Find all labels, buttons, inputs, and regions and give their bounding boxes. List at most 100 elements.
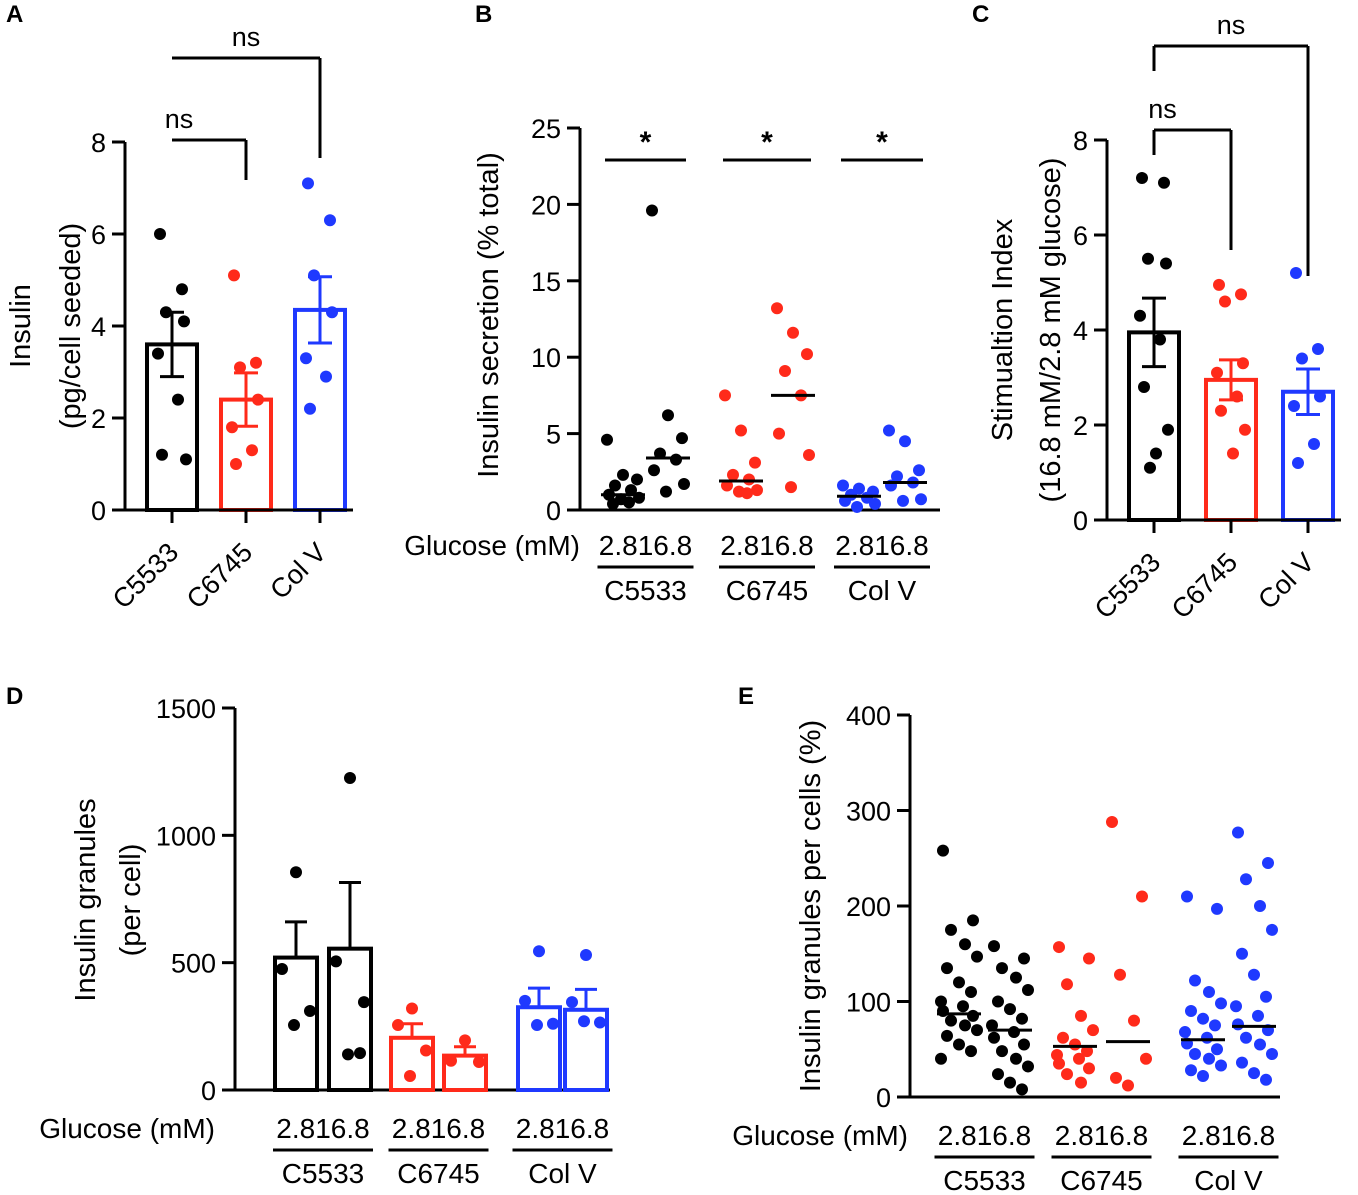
panel-c-data-point [1136, 172, 1148, 184]
panel-e-data-point [945, 1014, 957, 1027]
panel-a-data-point [154, 228, 166, 240]
panel-a-data-point [152, 347, 164, 360]
panel-e-data-point [1087, 1024, 1099, 1037]
panel-b-data-point [654, 447, 666, 460]
panel-e-data-point [959, 938, 971, 951]
panel-c-data-point [1150, 447, 1162, 460]
panel-b-y-tick-label: 10 [531, 343, 561, 373]
panel-e-data-point [1083, 952, 1095, 965]
panel-c-y-tick-label: 0 [1073, 506, 1088, 536]
panel-e-data-point [1075, 1009, 1087, 1022]
panel-c-data-point [1235, 288, 1247, 301]
panel-a-x-label-C6745: C6745 [181, 537, 258, 614]
panel-e-glucose-label: Glucose (mM) [732, 1120, 908, 1151]
panel-e-data-point [1069, 1038, 1081, 1051]
panel-c-data-point [1154, 333, 1166, 346]
panel-c-data-point [1144, 461, 1156, 474]
panel-e-data-point [1010, 1052, 1022, 1065]
panel-d-glucose-values: 2.816.8 [516, 1113, 609, 1144]
panel-d-data-point [578, 1015, 590, 1028]
panel-c-data-point [1288, 400, 1300, 412]
panel-e-data-point [1248, 1067, 1260, 1080]
panel-b-y-tick-label: 15 [531, 267, 561, 297]
panel-label-D: D [6, 683, 23, 710]
panel-b-data-point [609, 479, 621, 492]
panel-b-data-point [741, 487, 753, 500]
panel-e-data-point [1010, 971, 1022, 984]
panel-b-data-point [662, 409, 674, 422]
panel-e-group-label: Col V [1194, 1165, 1263, 1195]
panel-e-data-point [1181, 890, 1193, 903]
panel-b-data-point [601, 433, 613, 446]
panel-b-sig-star: * [640, 126, 652, 159]
panel-c-y-tick-label: 6 [1073, 221, 1088, 251]
panel-b-data-point [883, 424, 895, 437]
panel-a-y-axis-title: Insulin [5, 284, 37, 368]
panel-e-data-point [967, 1009, 979, 1022]
panel-e-data-point [935, 1052, 947, 1065]
panel-label-E: E [738, 683, 754, 710]
panel-b-glucose-values: 2.816.8 [720, 530, 813, 561]
panel-b-data-point [625, 484, 637, 497]
panel-a-y-tick-label: 0 [91, 496, 106, 526]
panel-e-data-point [1252, 1009, 1264, 1022]
panel-c-data-point [1134, 309, 1146, 322]
panel-e-data-point [971, 1024, 983, 1037]
panel-e-data-point [988, 940, 1000, 953]
panel-b-y-tick-label: 0 [546, 496, 561, 526]
panel-c-data-point [1142, 252, 1154, 265]
panel-e-data-point [953, 1038, 965, 1051]
panel-d-bar-chart: 0 500 1000 1500 Insulin granules (per cell) Gl… [39, 694, 613, 1189]
panel-e-data-point [1081, 1045, 1093, 1058]
panel-b-data-point [660, 485, 672, 498]
panel-d-data-point [445, 1054, 457, 1067]
panel-d-data-point [459, 1034, 471, 1047]
panel-a-data-point [246, 444, 258, 457]
panel-e-data-point [965, 1045, 977, 1058]
panel-b-data-point [839, 494, 851, 507]
panel-d-group-label: C5533 [282, 1158, 365, 1189]
panel-b-data-point [773, 427, 785, 440]
panel-a-data-point [324, 214, 336, 227]
panel-e-data-point [1004, 1076, 1016, 1089]
panel-e-data-point [1122, 1079, 1134, 1092]
panel-e-data-point [967, 914, 979, 927]
panel-d-data-point [392, 1019, 404, 1032]
panel-a-y-tick-label: 8 [91, 128, 106, 158]
panel-c-data-point [1231, 390, 1243, 403]
panel-e-data-point [935, 995, 947, 1008]
panel-c-y-axis-subtitle: (16.8 mM/2.8 mM glucose) [1035, 158, 1067, 503]
panel-e-data-point [1266, 923, 1278, 936]
panel-e-data-point [965, 985, 977, 998]
panel-e-data-point [1128, 1014, 1140, 1027]
panel-label-B: B [475, 1, 492, 28]
panel-a-data-point [160, 306, 172, 319]
panel-e-data-point [1008, 1026, 1020, 1039]
panel-b-data-point [913, 464, 925, 477]
panel-e-data-point [1057, 1031, 1069, 1044]
panel-d-data-point [354, 1047, 366, 1060]
panel-a-data-point [234, 361, 246, 374]
panel-d-data-point [344, 772, 356, 785]
panel-e-data-point [1073, 1052, 1085, 1065]
panel-b-data-point [771, 302, 783, 315]
panel-e-data-point [1203, 985, 1215, 998]
panel-d-data-point [547, 1017, 559, 1030]
panel-c-data-point [1219, 295, 1231, 308]
panel-d-data-point [304, 1005, 316, 1018]
panel-e-data-point [941, 962, 953, 975]
panel-c-data-point [1158, 176, 1170, 189]
panel-e-data-point [1211, 902, 1223, 915]
panel-b-data-point [749, 456, 761, 469]
panel-b-y-tick-label: 20 [531, 190, 561, 220]
panel-e-y-tick-label: 0 [876, 1083, 891, 1113]
panel-a-data-point [252, 393, 264, 406]
panel-b-group-label: Col V [848, 575, 917, 606]
panel-a-data-point [172, 393, 184, 406]
panel-b-group-label: C6745 [726, 575, 809, 606]
panel-e-data-point [1262, 857, 1274, 870]
panel-c-data-point [1138, 381, 1150, 393]
panel-a-x-label-ColV: Col V [264, 537, 332, 605]
